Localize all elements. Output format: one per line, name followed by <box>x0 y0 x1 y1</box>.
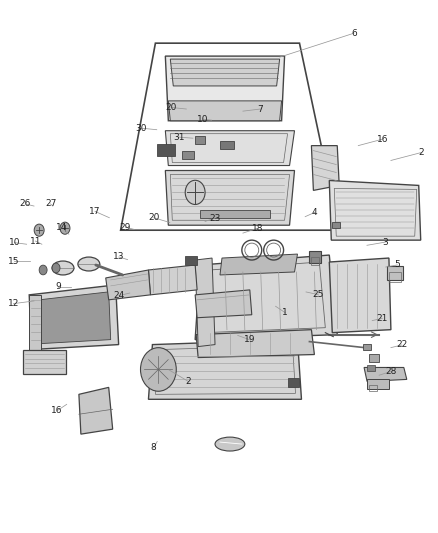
Text: 7: 7 <box>258 104 263 114</box>
Bar <box>157 144 175 156</box>
Text: 31: 31 <box>173 133 185 142</box>
Polygon shape <box>329 181 421 240</box>
Text: 16: 16 <box>376 135 388 144</box>
Text: 29: 29 <box>120 223 131 232</box>
Text: 15: 15 <box>8 257 19 265</box>
Polygon shape <box>23 350 66 375</box>
Polygon shape <box>220 254 297 275</box>
Text: 13: 13 <box>113 253 125 262</box>
Text: 30: 30 <box>135 124 146 133</box>
Ellipse shape <box>78 257 100 271</box>
Circle shape <box>141 348 176 391</box>
Text: 28: 28 <box>385 367 396 376</box>
Text: 19: 19 <box>244 335 255 344</box>
Polygon shape <box>195 258 215 346</box>
Text: 17: 17 <box>89 207 101 216</box>
Polygon shape <box>148 265 197 295</box>
Bar <box>363 344 371 350</box>
Text: 16: 16 <box>51 406 63 415</box>
Text: 11: 11 <box>30 237 41 246</box>
Text: 21: 21 <box>377 314 388 323</box>
Circle shape <box>52 263 60 273</box>
Text: 3: 3 <box>382 238 388 247</box>
Text: 1: 1 <box>282 308 288 317</box>
Text: 4: 4 <box>312 208 318 217</box>
Bar <box>309 251 321 263</box>
Text: 24: 24 <box>113 291 124 300</box>
Text: 9: 9 <box>55 282 61 291</box>
Text: 18: 18 <box>251 224 263 233</box>
Circle shape <box>34 224 44 236</box>
Polygon shape <box>329 258 391 333</box>
Text: 14: 14 <box>56 223 67 232</box>
Circle shape <box>60 222 70 234</box>
Polygon shape <box>364 367 407 382</box>
Text: 10: 10 <box>9 238 20 247</box>
Text: 26: 26 <box>20 199 31 208</box>
Polygon shape <box>196 330 314 358</box>
Ellipse shape <box>52 261 74 275</box>
Circle shape <box>39 265 47 275</box>
Bar <box>367 379 389 389</box>
Polygon shape <box>170 59 279 86</box>
Bar <box>387 266 403 280</box>
Bar <box>200 211 270 218</box>
Polygon shape <box>195 255 337 340</box>
Text: 22: 22 <box>396 341 407 350</box>
Polygon shape <box>165 171 294 225</box>
Text: 20: 20 <box>148 213 159 222</box>
Bar <box>185 256 197 265</box>
Bar <box>367 366 375 372</box>
Text: 12: 12 <box>8 299 19 308</box>
Text: 20: 20 <box>166 103 177 112</box>
Bar <box>369 385 377 391</box>
Bar <box>288 378 300 387</box>
Bar <box>389 272 401 282</box>
Polygon shape <box>29 285 119 350</box>
Polygon shape <box>165 56 285 121</box>
Text: 25: 25 <box>313 290 324 299</box>
Polygon shape <box>29 295 41 350</box>
Text: 2: 2 <box>419 148 424 157</box>
Text: 10: 10 <box>197 115 208 124</box>
Text: 5: 5 <box>395 261 400 269</box>
Polygon shape <box>106 270 150 300</box>
Bar <box>195 136 205 144</box>
Polygon shape <box>79 387 113 434</box>
Text: 8: 8 <box>151 443 157 453</box>
Bar <box>332 222 340 228</box>
Polygon shape <box>195 290 252 318</box>
Text: 27: 27 <box>45 199 56 208</box>
Polygon shape <box>311 146 339 190</box>
Polygon shape <box>39 292 111 344</box>
Circle shape <box>185 180 205 205</box>
Polygon shape <box>148 340 301 399</box>
Text: 2: 2 <box>186 377 191 386</box>
Text: 23: 23 <box>209 214 220 223</box>
Bar <box>182 151 194 158</box>
Text: 6: 6 <box>351 29 357 38</box>
Bar <box>220 141 234 149</box>
Polygon shape <box>165 131 294 166</box>
Polygon shape <box>168 101 282 121</box>
Bar <box>369 353 379 361</box>
Ellipse shape <box>215 437 245 451</box>
Bar <box>311 257 319 265</box>
